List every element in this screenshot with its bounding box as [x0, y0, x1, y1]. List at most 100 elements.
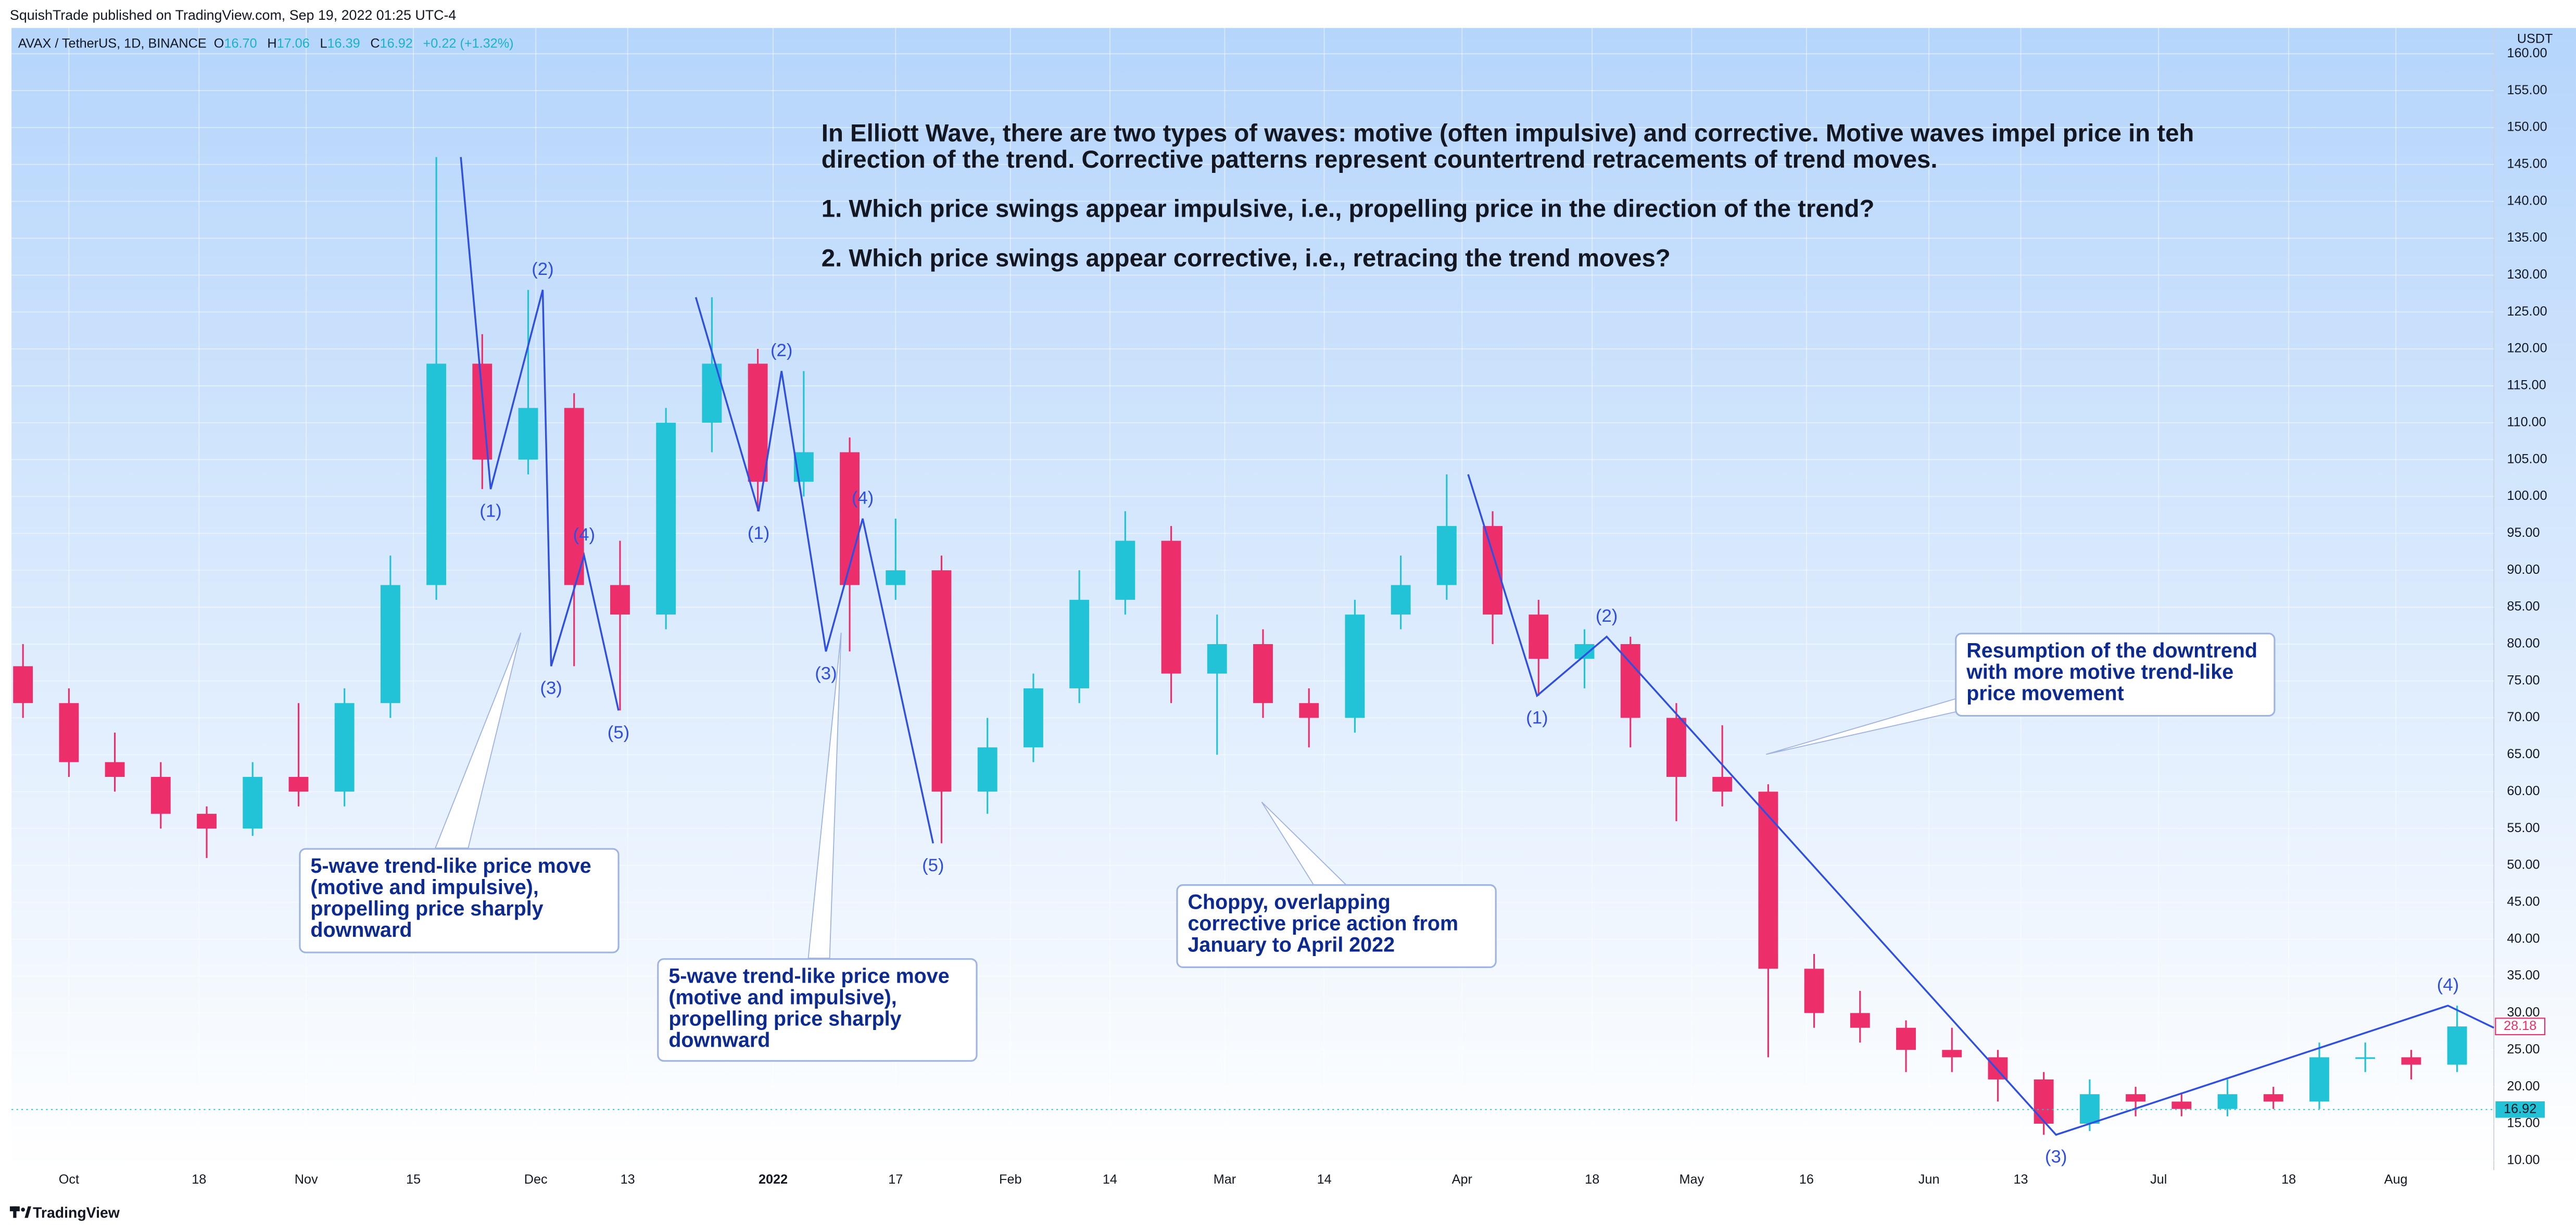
- y-tick-label: 60.00: [2507, 784, 2540, 798]
- callout-pointer: [807, 633, 842, 959]
- candle-body: [2171, 1101, 2192, 1109]
- candle-body: [380, 585, 400, 704]
- footer-brand: TradingView: [33, 1204, 120, 1222]
- symbol-legend: AVAX / TetherUS, 1D, BINANCE O16.70 H17.…: [18, 36, 520, 51]
- candle-body: [1161, 541, 1181, 674]
- y-tick-label: 65.00: [2507, 747, 2540, 761]
- candles: [13, 157, 2467, 1135]
- y-tick-label: 95.00: [2507, 525, 2540, 540]
- logo-part: [13, 1206, 17, 1218]
- last-price-tag: [2495, 1101, 2545, 1118]
- y-tick-label: 105.00: [2507, 451, 2547, 466]
- candle-body: [1391, 585, 1411, 615]
- publish-header: SquishTrade published on TradingView.com…: [9, 6, 457, 23]
- wave-line: [460, 157, 620, 711]
- y-tick-label: 115.00: [2507, 378, 2546, 393]
- wave-line: [694, 297, 935, 844]
- question: 2. Which price swings appear corrective,…: [821, 245, 1671, 273]
- annotation-box: Choppy, overlapping corrective price act…: [1176, 884, 1497, 969]
- candle-body: [886, 570, 906, 585]
- legend-value: 16.70: [224, 36, 257, 51]
- y-tick-label: 45.00: [2507, 895, 2540, 909]
- annotation-box: Resumption of the downtrend with more mo…: [1955, 633, 2276, 717]
- candle-body: [2401, 1057, 2421, 1065]
- wave-label: (1): [1526, 708, 1548, 727]
- x-tick-label: 16: [1799, 1172, 1814, 1187]
- candle-body: [931, 570, 952, 792]
- candle-body: [2217, 1094, 2238, 1109]
- candle-body: [334, 703, 355, 792]
- candle-body: [2355, 1057, 2376, 1059]
- y-tick-label: 135.00: [2507, 230, 2547, 245]
- wave-line: [1467, 474, 2494, 1136]
- candle-body: [1345, 614, 1365, 718]
- candle-body: [2079, 1094, 2100, 1124]
- wave-label: (5): [608, 723, 629, 743]
- price-marker-tag: [2495, 1018, 2546, 1036]
- last-price-label: 16.92: [2504, 1101, 2536, 1116]
- overlay: [434, 632, 1958, 959]
- x-tick-label: 18: [2281, 1172, 2296, 1187]
- candle-body: [1758, 792, 1778, 969]
- y-tick-label: 120.00: [2507, 341, 2547, 356]
- candle-body: [1804, 969, 1824, 1013]
- x-tick-label: Dec: [524, 1172, 548, 1187]
- x-tick-label: Nov: [295, 1172, 318, 1187]
- candle-body: [243, 776, 263, 829]
- wave-label: (3): [540, 679, 562, 698]
- wave-label: (4): [573, 525, 595, 545]
- x-tick-label: Apr: [1452, 1172, 1472, 1187]
- y-tick-label: 30.00: [2507, 1005, 2540, 1020]
- candle-body: [13, 666, 33, 704]
- wave-label: (3): [2045, 1147, 2067, 1167]
- plot-background: [11, 28, 2576, 1171]
- candle-body: [472, 363, 493, 460]
- y-tick-label: 10.00: [2507, 1152, 2540, 1167]
- candle-body: [59, 703, 79, 762]
- candle-body: [288, 776, 309, 792]
- candle-body: [656, 422, 676, 615]
- y-tick-label: 80.00: [2507, 636, 2540, 651]
- y-tick-label: 15.00: [2507, 1116, 2540, 1130]
- legend-key: H: [267, 36, 277, 51]
- y-tick-label: 130.00: [2507, 267, 2547, 282]
- candle-body: [1299, 703, 1319, 718]
- y-tick-label: 25.00: [2507, 1042, 2540, 1057]
- y-tick-label: 145.00: [2507, 156, 2547, 171]
- candle-body: [197, 813, 217, 829]
- candle-body: [1115, 541, 1135, 600]
- candle-body: [977, 747, 997, 792]
- candle-body: [1207, 644, 1227, 674]
- candle-body: [518, 408, 538, 460]
- y-tick-label: 55.00: [2507, 821, 2540, 835]
- tradingview-logo: [9, 1206, 31, 1218]
- y-tick-label: 125.00: [2507, 304, 2547, 319]
- candle-body: [1712, 776, 1733, 792]
- candle-body: [1069, 599, 1090, 688]
- y-tick-label: 85.00: [2507, 599, 2540, 614]
- intro-text: In Elliott Wave, there are two types of …: [821, 120, 2218, 296]
- y-tick-label: 160.00: [2507, 46, 2547, 60]
- x-tick-label: 15: [406, 1172, 421, 1187]
- intro-paragraph: In Elliott Wave, there are two types of …: [821, 120, 2194, 174]
- annotation-box: 5-wave trend-like price move (motive and…: [657, 958, 978, 1062]
- y-tick-label: 110.00: [2507, 414, 2546, 429]
- symbol: AVAX / TetherUS, 1D, BINANCE: [18, 36, 207, 51]
- x-tick-label: Jun: [1918, 1172, 1940, 1187]
- candle-body: [105, 762, 125, 777]
- legend-value: 16.39: [327, 36, 360, 51]
- x-tick-label: 13: [2014, 1172, 2028, 1187]
- legend-value: 16.92: [380, 36, 413, 51]
- legend-value: 17.06: [276, 36, 310, 51]
- candle-body: [1896, 1027, 1916, 1050]
- axes: 10.00 15.00 20.00 25.00 30.00 35.00 40.00 45.00…: [11, 46, 2547, 1187]
- y-tick-label: 90.00: [2507, 562, 2540, 577]
- x-tick-label: Aug: [2384, 1172, 2408, 1187]
- x-tick-label: 14: [1103, 1172, 1117, 1187]
- legend-key: C: [370, 36, 380, 51]
- logo-part: [21, 1208, 25, 1212]
- candle-body: [1023, 688, 1043, 748]
- wave-label: (2): [1596, 606, 1618, 626]
